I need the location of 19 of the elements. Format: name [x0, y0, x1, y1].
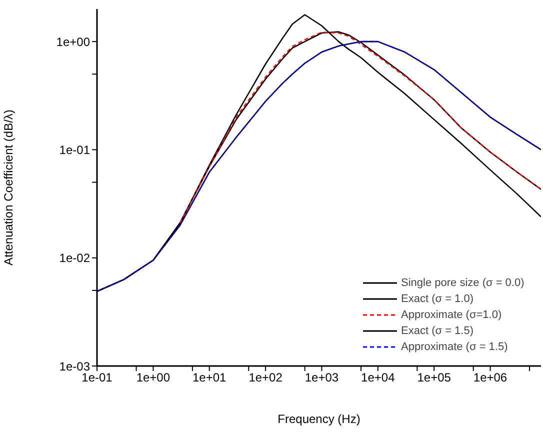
y-tick-label: 1e-02: [59, 251, 90, 266]
y-tick-label: 1e+00: [56, 34, 90, 49]
legend-label: Approximate (σ = 1.5): [401, 340, 508, 355]
y-tick-label: 1e-01: [59, 142, 90, 157]
x-tick-label: 1e-01: [82, 370, 113, 385]
x-tick-label: 1e+05: [417, 370, 452, 385]
legend-label: Exact (σ = 1.5): [401, 324, 474, 339]
y-axis-title: Attenuation Coefficient (dB/λ): [1, 110, 16, 266]
legend-label: Exact (σ = 1.0): [401, 292, 474, 307]
x-axis-title: Frequency (Hz): [278, 412, 360, 426]
legend-label: Approximate (σ=1.0): [401, 308, 502, 323]
x-tick-label: 1e+06: [473, 370, 508, 385]
y-tick-label: 1e-03: [59, 359, 90, 374]
x-tick-label: 1e+00: [136, 370, 170, 385]
x-tick-label: 1e+04: [361, 370, 396, 385]
x-tick-label: 1e+01: [192, 370, 227, 385]
x-tick-label: 1e+03: [304, 370, 339, 385]
legend-label: Single pore size (σ = 0.0): [401, 276, 524, 291]
x-tick-label: 1e+02: [248, 370, 283, 385]
